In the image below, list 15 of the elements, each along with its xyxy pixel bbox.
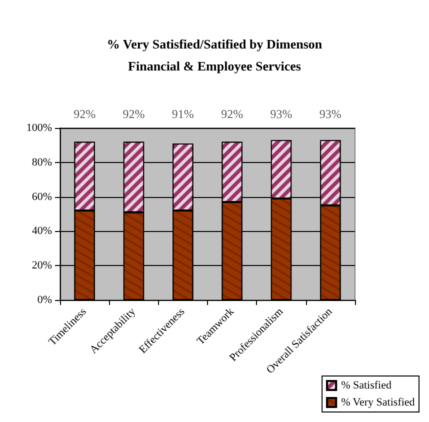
total-label: 92% [122,107,145,121]
total-label: 93% [319,107,342,121]
total-label: 92% [221,107,244,121]
y-tick-label: 60% [32,190,52,203]
y-tick-label: 40% [32,225,52,238]
y-tick-label: 0% [37,294,52,306]
total-label: 91% [172,107,194,121]
y-tick-label: 80% [32,156,52,168]
total-label: 92% [74,107,96,121]
y-tick-label: 20% [32,260,52,272]
total-label: 93% [270,107,292,121]
legend-label: % Very Satisfied [341,396,416,408]
chart-title: % Very Satisfied/Satified by Dimenson Financial & Employee Services [106,36,323,74]
legend-label: % Satisfied [341,380,392,392]
y-tick-label: 100% [26,122,52,134]
